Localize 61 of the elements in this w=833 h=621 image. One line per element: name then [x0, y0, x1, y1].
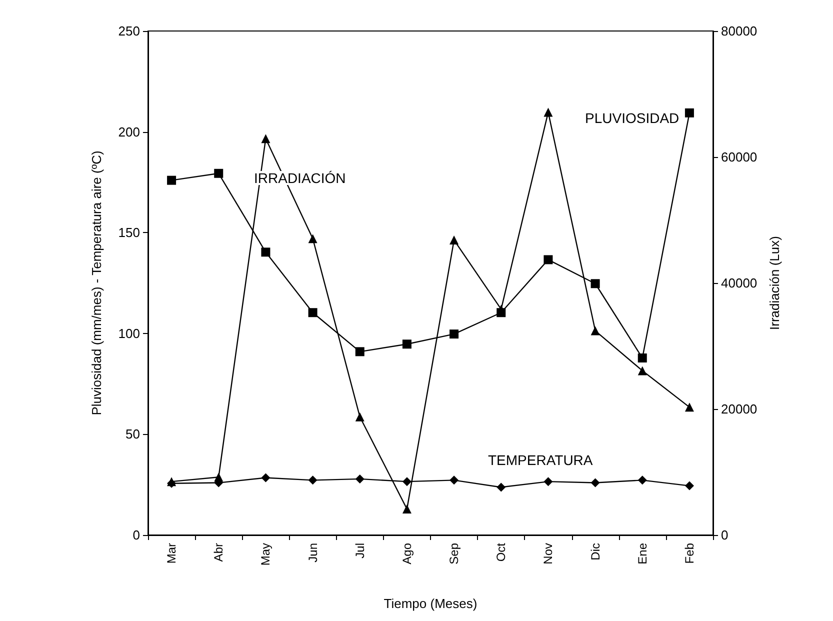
x-tick-label: Feb	[682, 542, 696, 564]
y-axis-title: Pluviosidad (mm/mes) - Temperatura aire (ºC)	[89, 150, 104, 416]
y2-tick-label: 0	[721, 528, 728, 542]
x-tick-label: Ago	[400, 542, 414, 564]
point	[638, 476, 647, 485]
x-tick-label: Dic	[588, 543, 602, 560]
point	[402, 477, 412, 486]
x-tick-label: Nov	[541, 543, 556, 564]
point	[167, 176, 176, 185]
y2-tick-label: 20000	[721, 402, 758, 416]
x-tick-label: Sep	[447, 542, 462, 564]
x-tick-label: Ene	[635, 542, 650, 564]
point	[684, 108, 694, 118]
annotation: TEMPERATURA	[488, 452, 594, 468]
point	[450, 236, 459, 245]
point	[450, 476, 459, 485]
point	[214, 472, 224, 482]
x-tick-label: Jun	[306, 543, 320, 562]
annotation: PLUVIOSIDAD	[585, 110, 680, 126]
y2-tick-label: 40000	[721, 276, 758, 290]
x-tick-label: Abr	[212, 543, 226, 562]
point	[355, 347, 364, 356]
point	[590, 279, 600, 288]
y-tick-label: 50	[126, 426, 140, 442]
point	[355, 474, 364, 484]
point	[590, 326, 600, 336]
y2-tick-label: 80000	[721, 24, 758, 38]
x-axis-title: Tiempo (Meses)	[384, 596, 478, 611]
point	[496, 482, 506, 492]
point	[638, 353, 647, 362]
x-tick-label: Oct	[494, 542, 508, 562]
point	[590, 478, 600, 488]
point	[684, 481, 694, 490]
point	[544, 477, 553, 486]
point	[355, 412, 364, 422]
point	[450, 330, 459, 339]
y2-axis-title: Irradiación (Lux)	[767, 236, 782, 330]
point	[214, 168, 224, 178]
point	[544, 108, 553, 117]
x-tick-label: Jul	[352, 543, 367, 558]
y-tick-label: 0	[132, 528, 140, 542]
point	[261, 248, 270, 257]
y-tick-label: 100	[118, 326, 140, 341]
point	[308, 476, 318, 485]
x-tick-label: Mar	[164, 543, 179, 564]
point	[496, 304, 506, 314]
y-tick-label: 250	[118, 24, 140, 38]
y2-tick-label: 60000	[721, 150, 758, 164]
y-tick-label: 150	[118, 225, 140, 240]
x-tick-label: May	[258, 543, 273, 566]
point	[308, 234, 318, 244]
y-tick-label: 200	[118, 124, 140, 140]
point	[684, 402, 694, 412]
point	[308, 308, 318, 318]
annotation: IRRADIACIÓN	[254, 170, 346, 186]
point	[402, 340, 412, 349]
point	[261, 134, 270, 144]
point	[544, 255, 553, 264]
point	[261, 473, 270, 482]
point	[402, 504, 412, 514]
point	[638, 366, 647, 376]
